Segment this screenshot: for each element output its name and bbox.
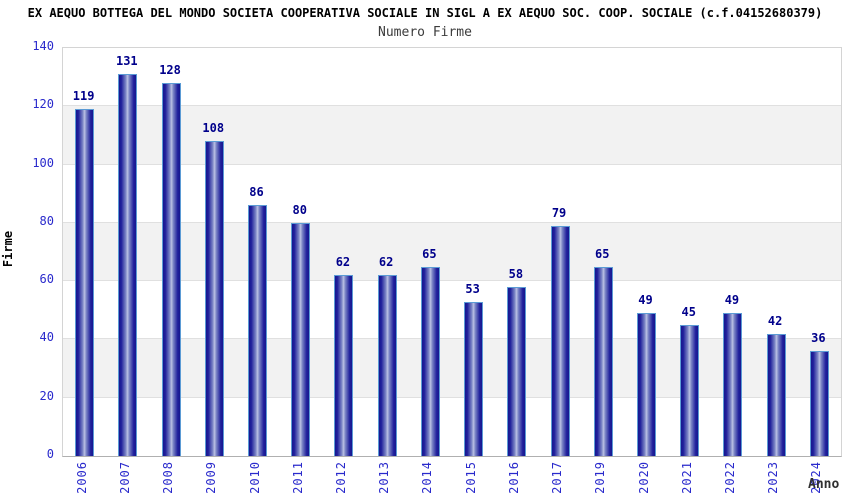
bar-value-label: 79 — [551, 205, 567, 220]
x-tick-label: 2008 — [161, 461, 176, 494]
bar-2014 — [420, 266, 440, 456]
bar-2022 — [723, 313, 743, 456]
bar-value-label: 49 — [724, 293, 740, 308]
bar-value-label: 58 — [508, 266, 524, 281]
gridline — [63, 396, 841, 398]
bar-value-label: 108 — [202, 121, 225, 136]
plot-area — [62, 47, 842, 457]
bar-2010 — [248, 205, 267, 456]
bar-value-label: 62 — [378, 255, 394, 270]
x-tick-label: 2014 — [420, 461, 435, 494]
bar-value-label: 62 — [335, 255, 351, 270]
x-tick-label: 2022 — [722, 461, 737, 494]
bar-2012 — [334, 275, 354, 456]
x-tick-label: 2009 — [204, 461, 219, 494]
y-tick-label: 40 — [39, 330, 54, 345]
y-tick-label: 120 — [32, 97, 54, 112]
background-band — [63, 339, 841, 398]
bar-2008 — [161, 82, 181, 456]
x-tick-label: 2013 — [377, 461, 392, 494]
x-tick-label: 2021 — [679, 461, 694, 494]
x-tick-label: 2010 — [247, 461, 262, 494]
gridline — [63, 280, 841, 282]
chart-title: EX AEQUO BOTTEGA DEL MONDO SOCIETA COOPE… — [27, 6, 823, 20]
bar-2006 — [75, 109, 95, 456]
x-tick-label: 2017 — [550, 461, 565, 494]
x-axis-label: Anno — [808, 477, 840, 492]
x-tick-label: 2023 — [766, 461, 781, 494]
y-tick-label: 20 — [39, 388, 54, 403]
x-tick-label: 2006 — [74, 461, 89, 494]
bar-value-label: 42 — [767, 313, 783, 328]
bar-2011 — [291, 222, 311, 456]
bar-2020 — [637, 313, 656, 456]
bar-2021 — [680, 324, 700, 456]
gridline — [63, 163, 841, 165]
x-tick-label: 2012 — [333, 461, 348, 494]
bar-value-label: 49 — [638, 293, 653, 308]
x-tick-label: 2011 — [290, 461, 305, 494]
bar-value-label: 53 — [465, 281, 480, 296]
gridline — [63, 338, 841, 340]
bar-value-label: 65 — [595, 246, 610, 261]
bar-2013 — [377, 275, 397, 456]
bar-2015 — [464, 301, 484, 456]
bar-2009 — [204, 141, 224, 456]
bar-2019 — [593, 266, 613, 456]
bar-value-label: 45 — [681, 304, 696, 319]
bar-2023 — [766, 333, 786, 456]
x-tick-label: 2020 — [636, 461, 651, 494]
bar-2007 — [118, 74, 138, 456]
y-tick-label: 80 — [39, 213, 54, 228]
x-tick-label: 2019 — [593, 461, 608, 494]
chart-subtitle: Numero Firme — [378, 25, 472, 40]
bar-2017 — [550, 225, 570, 456]
gridline — [63, 221, 841, 223]
x-tick-label: 2007 — [117, 461, 132, 494]
bar-2016 — [507, 286, 527, 456]
y-axis-label: Firme — [1, 230, 15, 268]
y-tick-label: 60 — [39, 272, 54, 287]
background-band — [63, 222, 841, 282]
bar-value-label: 131 — [115, 54, 138, 69]
y-tick-label: 140 — [32, 39, 54, 53]
bar-value-label: 36 — [811, 331, 826, 346]
bar-value-label: 119 — [72, 89, 95, 104]
bar-value-label: 65 — [422, 246, 437, 261]
bar-value-label: 80 — [292, 202, 307, 217]
bar-value-label: 86 — [249, 185, 264, 200]
x-tick-label: 2016 — [506, 461, 521, 494]
bar-value-label: 128 — [159, 62, 181, 77]
x-tick-label: 2015 — [463, 461, 478, 494]
background-band — [63, 106, 841, 165]
y-tick-label: 0 — [46, 447, 54, 461]
y-tick-label: 100 — [32, 155, 54, 170]
gridline — [63, 105, 841, 107]
bar-2024 — [809, 351, 829, 456]
